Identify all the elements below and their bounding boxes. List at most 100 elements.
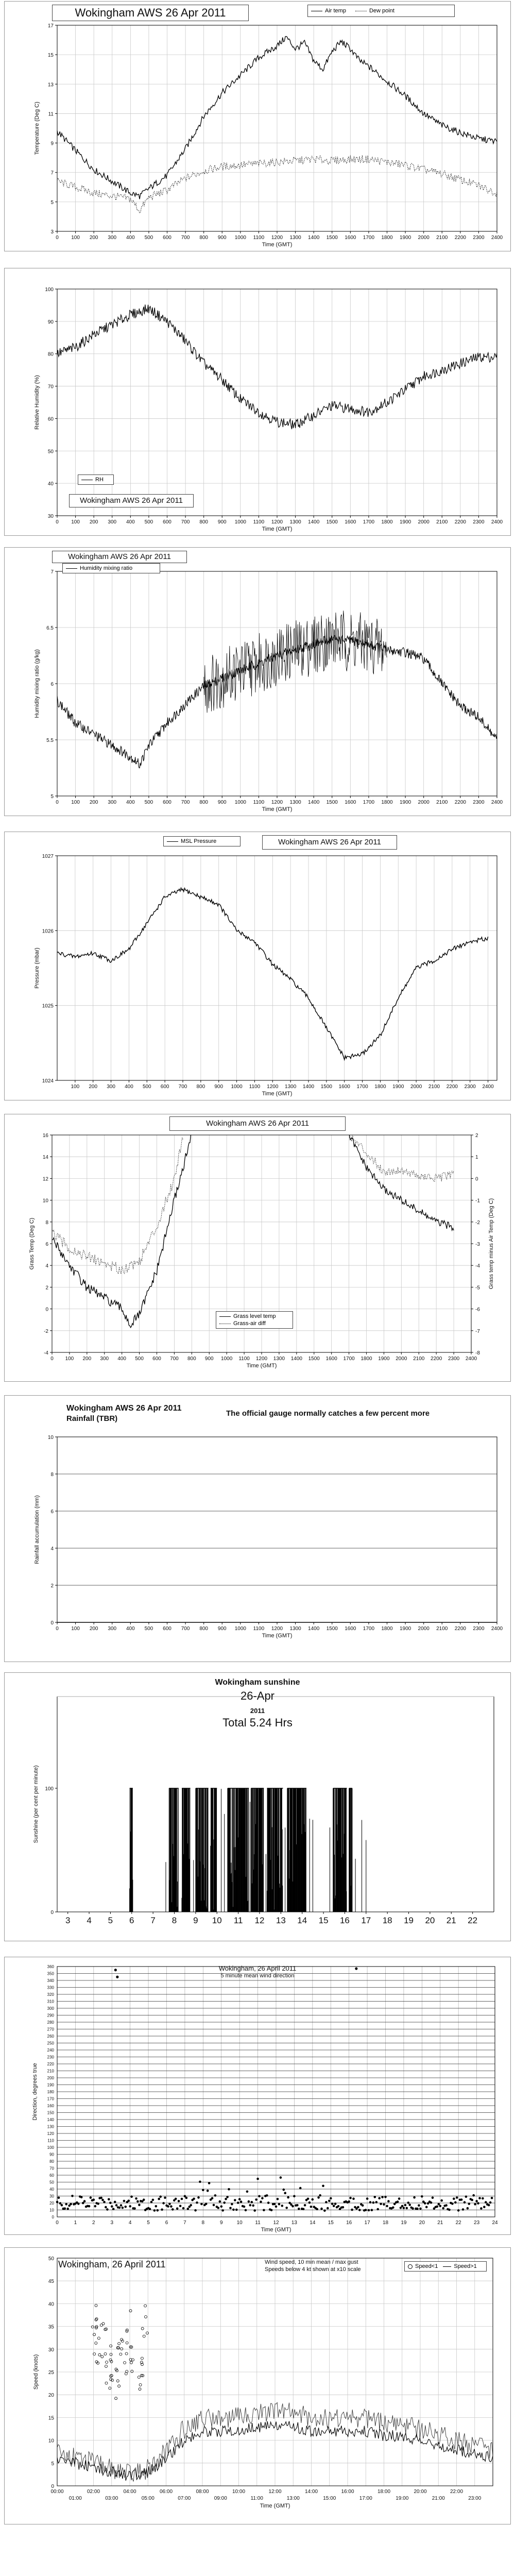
x-tick-label: 0 — [56, 800, 59, 805]
y2-tick-label: -3 — [475, 1242, 480, 1247]
legend-label: MSL Pressure — [181, 838, 217, 844]
direction-point — [106, 2208, 109, 2211]
direction-outlier-point — [355, 1967, 358, 1970]
x-tick-label: 2300 — [473, 1626, 485, 1632]
speed-scaled-marker — [119, 2352, 123, 2356]
x-tick-label: 2200 — [447, 1084, 458, 1090]
direction-point — [423, 2202, 426, 2205]
legend-swatch — [408, 2264, 413, 2269]
direction-point — [235, 2208, 238, 2211]
direction-point — [317, 2196, 320, 2199]
speed-scaled-marker — [141, 2363, 144, 2366]
x-tick-label: 1400 — [308, 519, 320, 525]
x-tick-label: 12 — [255, 1916, 265, 1925]
x-tick-label: 1800 — [381, 519, 393, 525]
y-tick-label: 5 — [51, 2461, 54, 2467]
speed-scaled-marker — [109, 2374, 112, 2378]
direction-point — [475, 2200, 478, 2202]
y-tick-label: 250 — [47, 2041, 55, 2046]
direction-point — [351, 2208, 353, 2211]
speed-scaled-marker — [140, 2357, 144, 2360]
y-tick-label: 10 — [48, 1435, 54, 1440]
direction-point — [56, 2200, 59, 2204]
x-tick-label: 900 — [214, 1084, 223, 1090]
direction-point — [180, 2197, 183, 2200]
direction-point — [338, 2208, 341, 2210]
x-tick-label: 500 — [145, 1626, 153, 1632]
plot-area — [57, 856, 497, 1080]
direction-point — [303, 2204, 306, 2207]
legend-label: Grass level temp — [233, 1313, 276, 1319]
direction-point — [183, 2195, 186, 2198]
direction-point — [437, 2202, 440, 2206]
speed-scaled-marker — [98, 2353, 101, 2357]
y2-tick-label: -4 — [475, 1263, 480, 1269]
y-tick-label: 50 — [48, 449, 54, 454]
x-tick-label: 11 — [234, 1916, 243, 1925]
x-tick-label: 9 — [193, 1916, 198, 1925]
direction-point — [232, 2208, 235, 2211]
x-tick-label: 1300 — [289, 519, 301, 525]
speed-scaled-marker — [96, 2361, 100, 2365]
y-tick-label: 0 — [45, 1307, 48, 1313]
y-axis-label: Rainfall accumulation (mm) — [34, 1495, 40, 1564]
y-axis-label: Grass Temp (Deg C) — [29, 1218, 35, 1270]
speed-scaled-marker — [94, 2318, 98, 2321]
direction-point — [225, 2197, 227, 2200]
y-tick-label: 100 — [45, 287, 54, 293]
legend-label: RH — [95, 477, 104, 483]
series-rh — [57, 304, 497, 430]
plot-frame — [57, 855, 497, 1081]
x-tick-label: 1600 — [345, 519, 356, 525]
direction-point — [478, 2197, 481, 2199]
x-tick-label: 300 — [108, 519, 116, 525]
x-tick-label: 2000 — [418, 800, 430, 805]
legend-swatch — [66, 568, 77, 569]
direction-point — [89, 2196, 92, 2199]
x-tick-label: 21 — [437, 2220, 443, 2226]
legend-entry: Speed<1 — [408, 2263, 438, 2270]
direction-point — [298, 2208, 300, 2210]
x-tick-label: 100 — [71, 519, 80, 525]
series-speed-mean — [57, 2420, 493, 2481]
direction-point — [80, 2196, 83, 2198]
x-tick-label: 19 — [401, 2220, 407, 2226]
y-tick-label: 330 — [47, 1986, 55, 1990]
direction-point — [482, 2197, 484, 2200]
direction-point — [364, 2209, 367, 2211]
direction-outlier-point — [116, 1975, 119, 1978]
direction-point — [151, 2198, 154, 2201]
x-tick-label: 2 — [92, 2220, 95, 2226]
chart-total: Total 5.24 Hrs — [222, 1716, 293, 1729]
temp-chart-svg: 0 100 200 300 400 500 600 700 800 900 1000 1100 1200… — [34, 23, 503, 248]
x-tick-label: 0 — [56, 235, 59, 241]
x-tick-label: 1400 — [303, 1084, 315, 1090]
x-tick-label: 15 — [319, 1916, 329, 1925]
x-tick-label: 0 — [56, 1626, 59, 1632]
direction-point — [327, 2207, 329, 2210]
direction-point — [162, 2202, 165, 2205]
x-tick-label: 800 — [199, 1626, 208, 1632]
direction-point — [221, 2209, 225, 2212]
y-tick-label: 300 — [47, 2006, 55, 2011]
y-tick-label: 90 — [49, 2153, 54, 2157]
legend-swatch — [167, 841, 178, 842]
y-tick-label: 350 — [47, 1972, 55, 1976]
x-tick-label: 07:00 — [178, 2496, 191, 2501]
legend: Speed<1 Speed>1 — [404, 2261, 487, 2272]
x-tick-label: 9 — [220, 2220, 223, 2226]
x-tick-label: 200 — [90, 519, 98, 525]
direction-point — [164, 2196, 166, 2199]
direction-point — [60, 2204, 63, 2207]
speed-scaled-marker — [116, 2379, 119, 2383]
legend-swatch — [219, 1316, 231, 1317]
x-tick-label: 10 — [237, 2220, 243, 2226]
direction-point — [161, 2208, 163, 2211]
x-tick-label: 13 — [276, 1916, 286, 1925]
direction-point — [281, 2205, 284, 2207]
direction-point — [138, 2204, 141, 2207]
direction-point — [404, 2204, 407, 2207]
direction-point — [367, 2209, 370, 2212]
direction-point — [378, 2197, 381, 2199]
x-tick-label: 300 — [108, 235, 116, 241]
